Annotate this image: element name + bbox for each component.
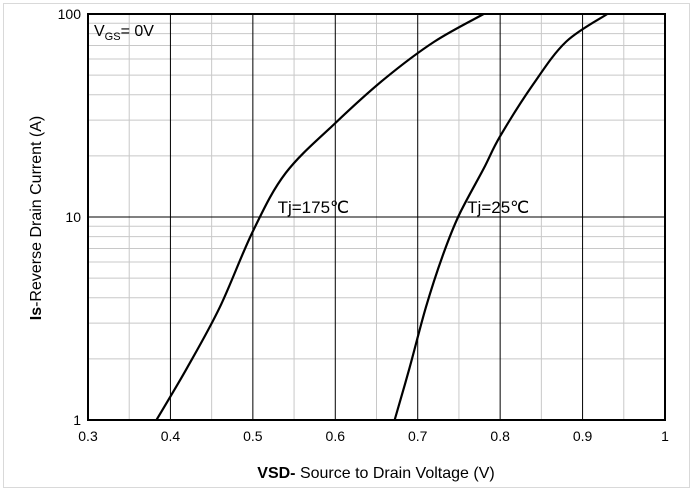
minor-grid: [88, 14, 665, 420]
series-line: [393, 13, 608, 421]
curve-labels: Tj=175℃ Tj=25℃: [278, 198, 530, 217]
x-tick-labels: 0.3 0.4 0.5 0.6 0.7 0.8 0.9 1: [78, 428, 669, 444]
x-tick-label: 0.3: [78, 428, 98, 444]
plot-area: [87, 13, 666, 421]
x-tick-label: 0.5: [243, 428, 263, 444]
y-axis-title: Is-Reverse Drain Current (A): [28, 116, 45, 321]
y-tick-label: 100: [58, 6, 82, 22]
x-axis-title-bold: VSD-: [257, 465, 295, 482]
series-line: [155, 13, 485, 421]
y-tick-label: 10: [65, 209, 81, 225]
vgs-suffix: = 0V: [121, 23, 155, 40]
x-axis-title: VSD- Source to Drain Voltage (V): [257, 465, 494, 482]
y-tick-label: 1: [73, 412, 81, 428]
x-tick-label: 1: [661, 428, 669, 444]
vgs-annotation: VGS= 0V: [94, 23, 154, 43]
series-label: Tj=25℃: [467, 198, 529, 217]
series-layer: [155, 13, 608, 421]
x-tick-label: 0.7: [408, 428, 428, 444]
y-tick-labels: 1 10 100: [58, 6, 82, 428]
major-grid: [88, 14, 665, 420]
series-label: Tj=175℃: [278, 198, 350, 217]
chart-frame: [3, 3, 690, 488]
y-axis-title-bold: Is: [28, 307, 45, 320]
vgs-subscript: GS: [105, 31, 121, 43]
vgs-prefix: V: [94, 23, 105, 40]
x-tick-label: 0.9: [573, 428, 593, 444]
x-tick-label: 0.4: [161, 428, 181, 444]
x-axis-title-rest: Source to Drain Voltage (V): [296, 465, 495, 482]
x-tick-label: 0.6: [326, 428, 346, 444]
y-axis-title-rest: -Reverse Drain Current (A): [28, 116, 45, 307]
x-tick-label: 0.8: [490, 428, 510, 444]
